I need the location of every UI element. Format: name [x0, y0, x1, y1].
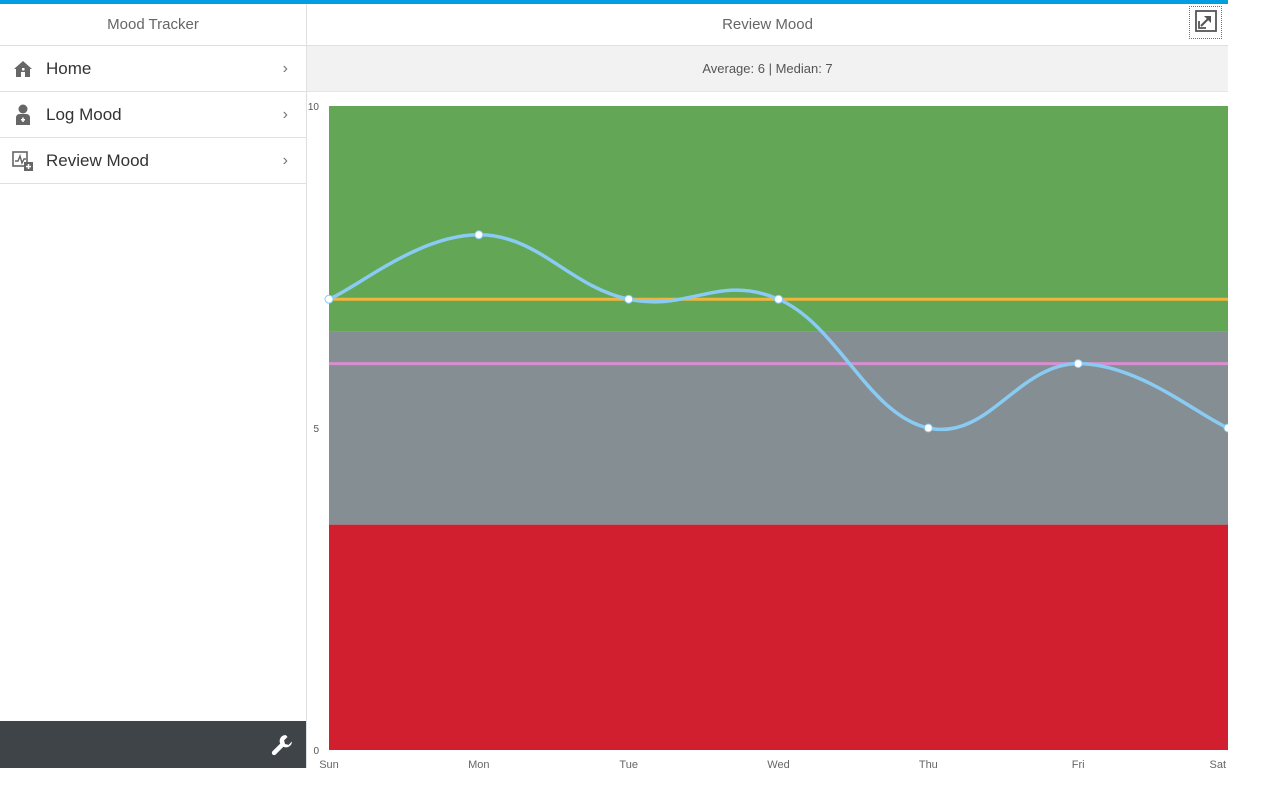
chart-band-2 — [329, 106, 1228, 332]
sidebar: Mood Tracker Home › Log Mood › — [0, 4, 307, 768]
x-tick-label: Fri — [1072, 759, 1085, 771]
sidebar-item-label: Log Mood — [46, 104, 122, 124]
sidebar-footer — [0, 721, 306, 768]
accent-bar — [0, 0, 1228, 4]
x-tick-label: Tue — [619, 759, 638, 771]
x-tick-label: Mon — [468, 759, 489, 771]
data-point-thu — [923, 423, 933, 433]
home-icon — [12, 58, 34, 80]
chart-band-1 — [329, 331, 1228, 525]
person-icon — [12, 104, 34, 126]
expand-icon — [1194, 9, 1217, 36]
sidebar-item-log-mood[interactable]: Log Mood › — [0, 92, 306, 138]
data-point-sun — [324, 294, 334, 304]
wrench-icon[interactable] — [270, 733, 294, 757]
sidebar-item-review-mood[interactable]: Review Mood › — [0, 138, 306, 184]
data-point-sat — [1223, 423, 1233, 433]
data-point-tue — [624, 294, 634, 304]
page-header: Review Mood — [307, 4, 1228, 46]
sidebar-item-label: Home — [46, 58, 92, 78]
mood-chart-svg: 0 5 10 Sun Mon Tue Wed Thu Fri Sat — [308, 102, 1233, 771]
expand-button[interactable] — [1189, 6, 1222, 39]
chevron-right-icon: › — [282, 59, 288, 77]
x-tick-label: Sun — [319, 759, 339, 771]
x-tick-label: Sat — [1209, 759, 1226, 771]
y-tick-label: 10 — [308, 102, 320, 113]
chevron-right-icon: › — [282, 105, 288, 123]
data-point-fri — [1073, 359, 1083, 369]
y-tick-label: 0 — [313, 746, 319, 757]
x-tick-label: Wed — [767, 759, 789, 771]
y-tick-label: 5 — [313, 424, 319, 435]
sidebar-item-label: Review Mood — [46, 150, 149, 170]
chart-band-0 — [329, 524, 1228, 750]
sidebar-title: Mood Tracker — [0, 4, 306, 46]
stats-summary: Average: 6 | Median: 7 — [307, 46, 1228, 92]
x-tick-label: Thu — [919, 759, 938, 771]
sidebar-item-home[interactable]: Home › — [0, 46, 306, 92]
main-panel: Review Mood Average: 6 | Median: 7 0 5 10 S… — [307, 4, 1233, 800]
page-title: Review Mood — [722, 16, 813, 33]
mood-chart: 0 5 10 Sun Mon Tue Wed Thu Fri Sat — [307, 96, 1233, 776]
data-point-mon — [474, 230, 484, 240]
data-point-wed — [774, 294, 783, 304]
chevron-right-icon: › — [282, 151, 288, 169]
chart-add-icon — [12, 150, 34, 172]
